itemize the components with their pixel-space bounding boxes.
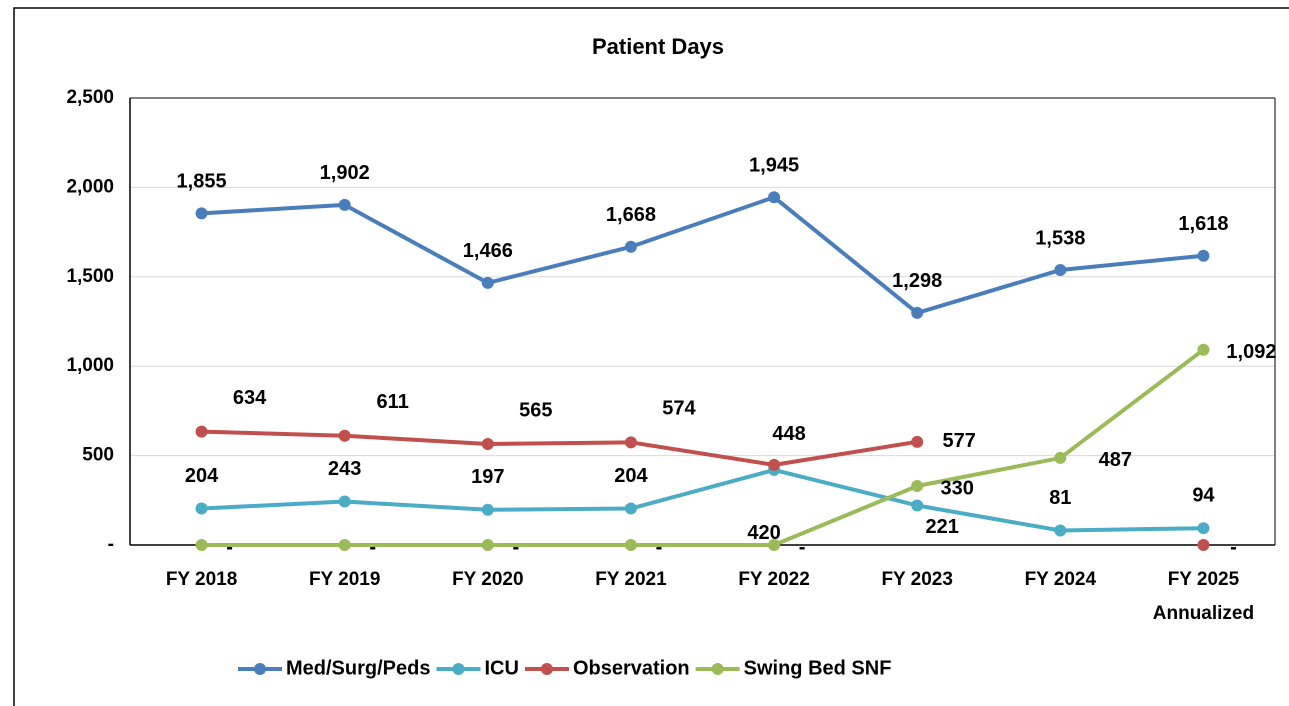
data-label: 565 bbox=[519, 399, 552, 421]
data-label: - bbox=[799, 536, 806, 558]
series-point bbox=[1054, 264, 1067, 277]
data-label: 197 bbox=[471, 466, 504, 488]
series-point bbox=[481, 539, 494, 551]
data-label: 1,538 bbox=[1035, 227, 1085, 249]
x-tick-label: FY 2020 bbox=[452, 569, 523, 590]
data-label: 611 bbox=[377, 391, 409, 413]
data-label: 204 bbox=[614, 465, 648, 487]
series-point bbox=[338, 539, 351, 551]
data-label: 81 bbox=[1049, 487, 1071, 509]
x-tick-label: FY 2021 bbox=[595, 569, 667, 590]
legend-marker bbox=[540, 663, 553, 675]
data-label: 487 bbox=[1099, 449, 1132, 471]
series-point bbox=[768, 539, 781, 551]
chart-frame bbox=[13, 7, 1289, 706]
data-label: 1,902 bbox=[320, 162, 370, 184]
series-line bbox=[201, 195, 1204, 315]
data-label: 1,298 bbox=[892, 270, 942, 292]
series-point bbox=[911, 499, 924, 512]
series-point bbox=[481, 276, 494, 289]
data-label: 94 bbox=[1192, 484, 1215, 506]
series-point bbox=[624, 539, 637, 551]
legend-label: Observation bbox=[573, 657, 690, 679]
x-tick-label: FY 2022 bbox=[738, 569, 809, 590]
y-tick-label: 2,500 bbox=[66, 87, 114, 108]
data-label: 577 bbox=[943, 430, 976, 452]
data-label: 1,668 bbox=[606, 204, 656, 226]
series-point bbox=[338, 495, 351, 508]
data-label: - bbox=[369, 536, 376, 558]
data-label: 574 bbox=[662, 398, 696, 420]
series-point bbox=[911, 306, 924, 319]
series-point bbox=[195, 502, 208, 515]
data-label: - bbox=[656, 536, 663, 558]
data-label: 1,618 bbox=[1178, 213, 1228, 235]
series-point bbox=[768, 458, 781, 471]
series-point bbox=[481, 503, 494, 516]
series-point bbox=[1197, 343, 1210, 356]
series-point bbox=[481, 437, 494, 450]
series-point bbox=[195, 539, 208, 551]
series-line bbox=[201, 348, 1205, 547]
data-label: 1,855 bbox=[177, 171, 227, 193]
data-label: - bbox=[226, 536, 233, 558]
data-label: - bbox=[512, 536, 519, 558]
data-label: 1,945 bbox=[749, 155, 799, 177]
y-tick-label: - bbox=[108, 534, 114, 555]
y-tick-label: 500 bbox=[82, 445, 114, 466]
x-tick-label: FY 2018 bbox=[166, 569, 237, 590]
series-point bbox=[1197, 539, 1210, 551]
series-point bbox=[768, 191, 781, 204]
series-point bbox=[624, 240, 637, 253]
series-line bbox=[201, 467, 1204, 533]
legend-marker bbox=[452, 663, 465, 675]
x-tick-label: FY 2019 bbox=[309, 569, 380, 590]
series-point bbox=[1054, 524, 1067, 537]
series-point bbox=[911, 479, 924, 492]
x-tick-label: FY 2023 bbox=[881, 569, 952, 590]
x-tick-label: FY 2024 bbox=[1025, 569, 1097, 590]
data-label: 420 bbox=[747, 522, 780, 544]
series-point bbox=[195, 425, 208, 438]
y-tick-label: 1,500 bbox=[66, 266, 114, 287]
data-label: 448 bbox=[772, 423, 805, 445]
data-label: 634 bbox=[233, 387, 267, 409]
data-label: 1,466 bbox=[463, 240, 513, 262]
series-point bbox=[624, 436, 637, 449]
data-label: 330 bbox=[941, 477, 974, 499]
series-point bbox=[624, 502, 637, 515]
series-point bbox=[1197, 249, 1210, 262]
data-label: - bbox=[1230, 536, 1237, 558]
data-label: 1,092 bbox=[1226, 341, 1276, 363]
chart-title: Patient Days bbox=[592, 34, 724, 59]
series-point bbox=[195, 207, 208, 220]
y-tick-label: 2,000 bbox=[66, 176, 114, 197]
y-tick-label: 1,000 bbox=[66, 355, 114, 376]
legend-label: Med/Surg/Peds bbox=[286, 657, 430, 679]
series-point bbox=[338, 429, 351, 442]
series-point bbox=[338, 198, 351, 211]
legend-marker bbox=[254, 663, 266, 675]
data-label: 204 bbox=[185, 465, 219, 487]
series-point bbox=[911, 435, 924, 448]
series-point bbox=[1054, 451, 1067, 464]
data-label: 221 bbox=[926, 516, 959, 538]
legend-label: ICU bbox=[484, 657, 518, 679]
legend-label: Swing Bed SNF bbox=[744, 657, 892, 679]
legend-marker bbox=[711, 663, 724, 675]
series-point bbox=[1197, 522, 1210, 535]
x-tick-label: FY 2025 Annualized bbox=[1153, 569, 1254, 624]
data-label: 243 bbox=[328, 458, 361, 480]
